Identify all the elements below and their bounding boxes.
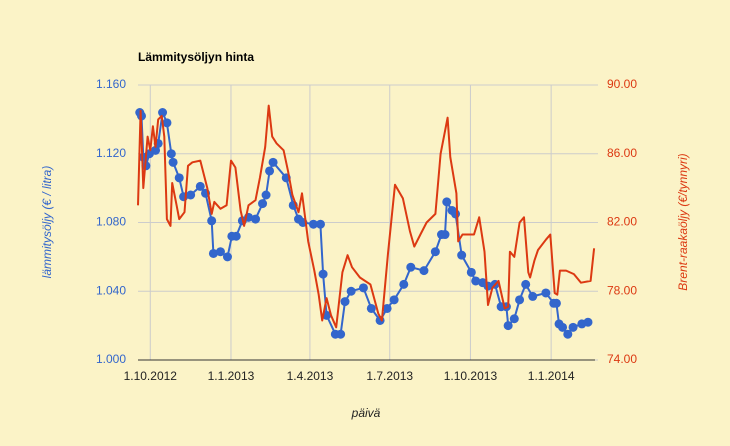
data-point — [471, 276, 481, 286]
data-point — [186, 190, 196, 200]
y2-tick-label: 74.00 — [607, 352, 637, 366]
data-point — [231, 231, 241, 241]
x-axis-label: päivä — [351, 406, 381, 420]
data-point — [551, 298, 561, 308]
data-point — [451, 209, 461, 219]
y2-tick-label: 90.00 — [607, 77, 637, 91]
data-point — [541, 288, 551, 298]
data-point — [251, 214, 261, 224]
data-point — [503, 321, 513, 331]
data-point — [208, 248, 218, 258]
data-point — [568, 322, 578, 332]
data-point — [457, 250, 467, 260]
x-tick-label: 1.10.2012 — [124, 369, 178, 383]
data-point — [442, 197, 452, 207]
data-point — [195, 181, 205, 191]
x-tick-label: 1.4.2013 — [287, 369, 334, 383]
y-tick-label: 1.040 — [96, 283, 126, 297]
x-tick-label: 1.1.2014 — [528, 369, 575, 383]
data-point — [558, 322, 568, 332]
data-point — [162, 118, 172, 128]
y-tick-label: 1.080 — [96, 215, 126, 229]
data-point — [340, 297, 350, 307]
data-point — [382, 303, 392, 313]
data-point — [521, 279, 531, 289]
data-point — [215, 247, 225, 257]
data-point — [174, 173, 184, 183]
y2-tick-label: 82.00 — [607, 215, 637, 229]
x-tick-label: 1.1.2013 — [208, 369, 255, 383]
data-point — [509, 314, 519, 324]
data-point — [207, 216, 217, 226]
data-point — [515, 295, 525, 305]
data-point — [265, 166, 275, 176]
data-point — [440, 230, 450, 240]
data-point — [336, 329, 346, 339]
data-point — [222, 252, 232, 262]
data-point — [318, 269, 328, 279]
y2-tick-label: 86.00 — [607, 146, 637, 160]
x-tick-label: 1.10.2013 — [444, 369, 498, 383]
data-point — [583, 317, 593, 327]
data-point — [258, 199, 268, 209]
y-tick-label: 1.120 — [96, 146, 126, 160]
y-axis-label: lämmitysöljy (€ / litra) — [40, 166, 54, 279]
data-point — [358, 283, 368, 293]
data-point — [158, 108, 168, 117]
data-point — [168, 157, 178, 167]
data-point — [563, 329, 573, 339]
data-point — [315, 219, 325, 229]
data-point — [166, 149, 176, 159]
y-tick-label: 1.160 — [96, 77, 126, 91]
data-point — [399, 279, 409, 289]
x-tick-label: 1.7.2013 — [366, 369, 413, 383]
data-point — [406, 262, 416, 272]
data-point — [366, 303, 376, 313]
data-point — [261, 190, 271, 200]
y-tick-label: 1.000 — [96, 352, 126, 366]
data-point — [466, 267, 476, 277]
data-point — [528, 291, 538, 301]
series-line — [137, 104, 596, 329]
data-point — [308, 219, 318, 229]
data-point — [268, 157, 278, 167]
y2-tick-label: 78.00 — [607, 283, 637, 297]
y2-axis-label: Brent-raakaöljy (€/tynnyri) — [676, 153, 690, 290]
chart-title: Lämmitysöljyn hinta — [138, 50, 254, 64]
data-point — [346, 286, 356, 296]
data-point — [151, 145, 161, 155]
data-point — [419, 266, 429, 276]
data-point — [389, 295, 399, 305]
data-point — [430, 247, 440, 257]
